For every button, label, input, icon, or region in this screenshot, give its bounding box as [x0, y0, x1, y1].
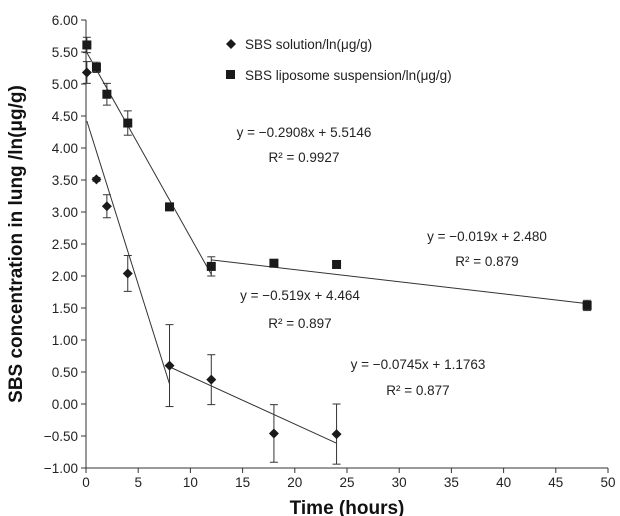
y-tick-label: 1.50 — [52, 301, 78, 316]
y-tick-label: 3.50 — [52, 173, 78, 188]
data-point-solution — [81, 67, 92, 78]
data-point-solution — [331, 429, 342, 440]
fit-r2-liposome-2: R² = 0.879 — [455, 254, 518, 269]
y-tick-label: 0.50 — [52, 365, 78, 380]
y-ticks: −1.00 −0.50 0.00 0.50 1.00 1.50 2.00 2.50 3.00 3.… — [44, 13, 86, 476]
data-markers — [81, 40, 592, 440]
x-tick-label: 25 — [339, 475, 354, 490]
y-tick-label: 2.50 — [52, 237, 78, 252]
fit-equation-solution-1: y = −0.519x + 4.464 — [240, 288, 360, 303]
fit-equation-solution-2: y = −0.0745x + 1.1763 — [351, 357, 486, 372]
plot-area: 0 5 10 15 20 25 30 35 40 45 50 −1.00 −0.50 0.00 0.50 1… — [44, 13, 616, 490]
legend: SBS solution/ln(μg/g) SBS liposome suspe… — [226, 37, 452, 83]
y-tick-label: 0.00 — [52, 397, 78, 412]
fit-r2-solution-1: R² = 0.897 — [268, 316, 331, 331]
legend-label-solution: SBS solution/ln(μg/g) — [245, 37, 372, 52]
data-point-liposome — [582, 300, 592, 310]
x-tick-label: 30 — [392, 475, 407, 490]
fit-line-solution-2 — [169, 366, 337, 444]
y-tick-label: 3.00 — [52, 205, 78, 220]
fit-r2-solution-2: R² = 0.877 — [386, 383, 449, 398]
fit-r2-liposome-1: R² = 0.9927 — [269, 150, 340, 165]
data-point-liposome — [332, 259, 342, 269]
data-point-liposome — [82, 40, 92, 50]
fit-equation-liposome-2: y = −0.019x + 2.480 — [427, 229, 547, 244]
y-tick-label: 4.00 — [52, 141, 78, 156]
data-point-liposome — [165, 202, 175, 212]
data-point-liposome — [206, 261, 216, 271]
y-tick-label: 4.50 — [52, 109, 78, 124]
x-tick-label: 20 — [287, 475, 302, 490]
y-tick-label: 1.00 — [52, 333, 78, 348]
data-point-solution — [164, 360, 175, 371]
data-point-liposome — [269, 258, 279, 268]
y-axis-title: SBS concentration in lung /ln(μg/g) — [6, 85, 27, 403]
y-tick-label: 5.50 — [52, 45, 78, 60]
fit-lines — [86, 52, 588, 444]
data-point-solution — [268, 428, 279, 439]
legend-diamond-marker — [226, 39, 236, 49]
data-point-solution — [206, 374, 217, 385]
x-tick-label: 5 — [134, 475, 142, 490]
y-tick-label: −0.50 — [44, 429, 78, 444]
x-ticks: 0 5 10 15 20 25 30 35 40 45 50 — [82, 468, 616, 490]
fit-line-solution-1 — [86, 120, 170, 385]
data-point-liposome — [91, 62, 101, 72]
x-tick-label: 15 — [235, 475, 250, 490]
y-tick-label: 2.00 — [52, 269, 78, 284]
data-point-solution — [91, 174, 102, 185]
y-tick-label: 6.00 — [52, 13, 78, 28]
legend-label-liposome: SBS liposome suspension/ln(μg/g) — [245, 68, 452, 83]
data-point-liposome — [123, 118, 133, 128]
data-point-solution — [122, 268, 133, 279]
x-tick-label: 10 — [183, 475, 198, 490]
fit-annotations: y = −0.519x + 4.464 R² = 0.897 y = −0.0745… — [237, 125, 547, 398]
y-tick-label: −1.00 — [44, 461, 78, 476]
x-tick-label: 40 — [496, 475, 511, 490]
legend-item-liposome: SBS liposome suspension/ln(μg/g) — [226, 68, 452, 83]
x-tick-label: 45 — [548, 475, 563, 490]
legend-item-solution: SBS solution/ln(μg/g) — [226, 37, 372, 52]
error-bars — [82, 36, 592, 465]
data-point-solution — [101, 201, 112, 212]
x-axis-title: Time (hours) — [290, 498, 405, 516]
y-tick-label: 5.00 — [52, 77, 78, 92]
fit-line-liposome-1 — [86, 52, 212, 275]
legend-square-marker — [226, 70, 235, 79]
x-tick-label: 0 — [82, 475, 90, 490]
data-point-liposome — [102, 89, 112, 99]
fit-equation-liposome-1: y = −0.2908x + 5.5146 — [237, 125, 372, 140]
x-tick-label: 35 — [444, 475, 459, 490]
x-tick-label: 50 — [600, 475, 615, 490]
